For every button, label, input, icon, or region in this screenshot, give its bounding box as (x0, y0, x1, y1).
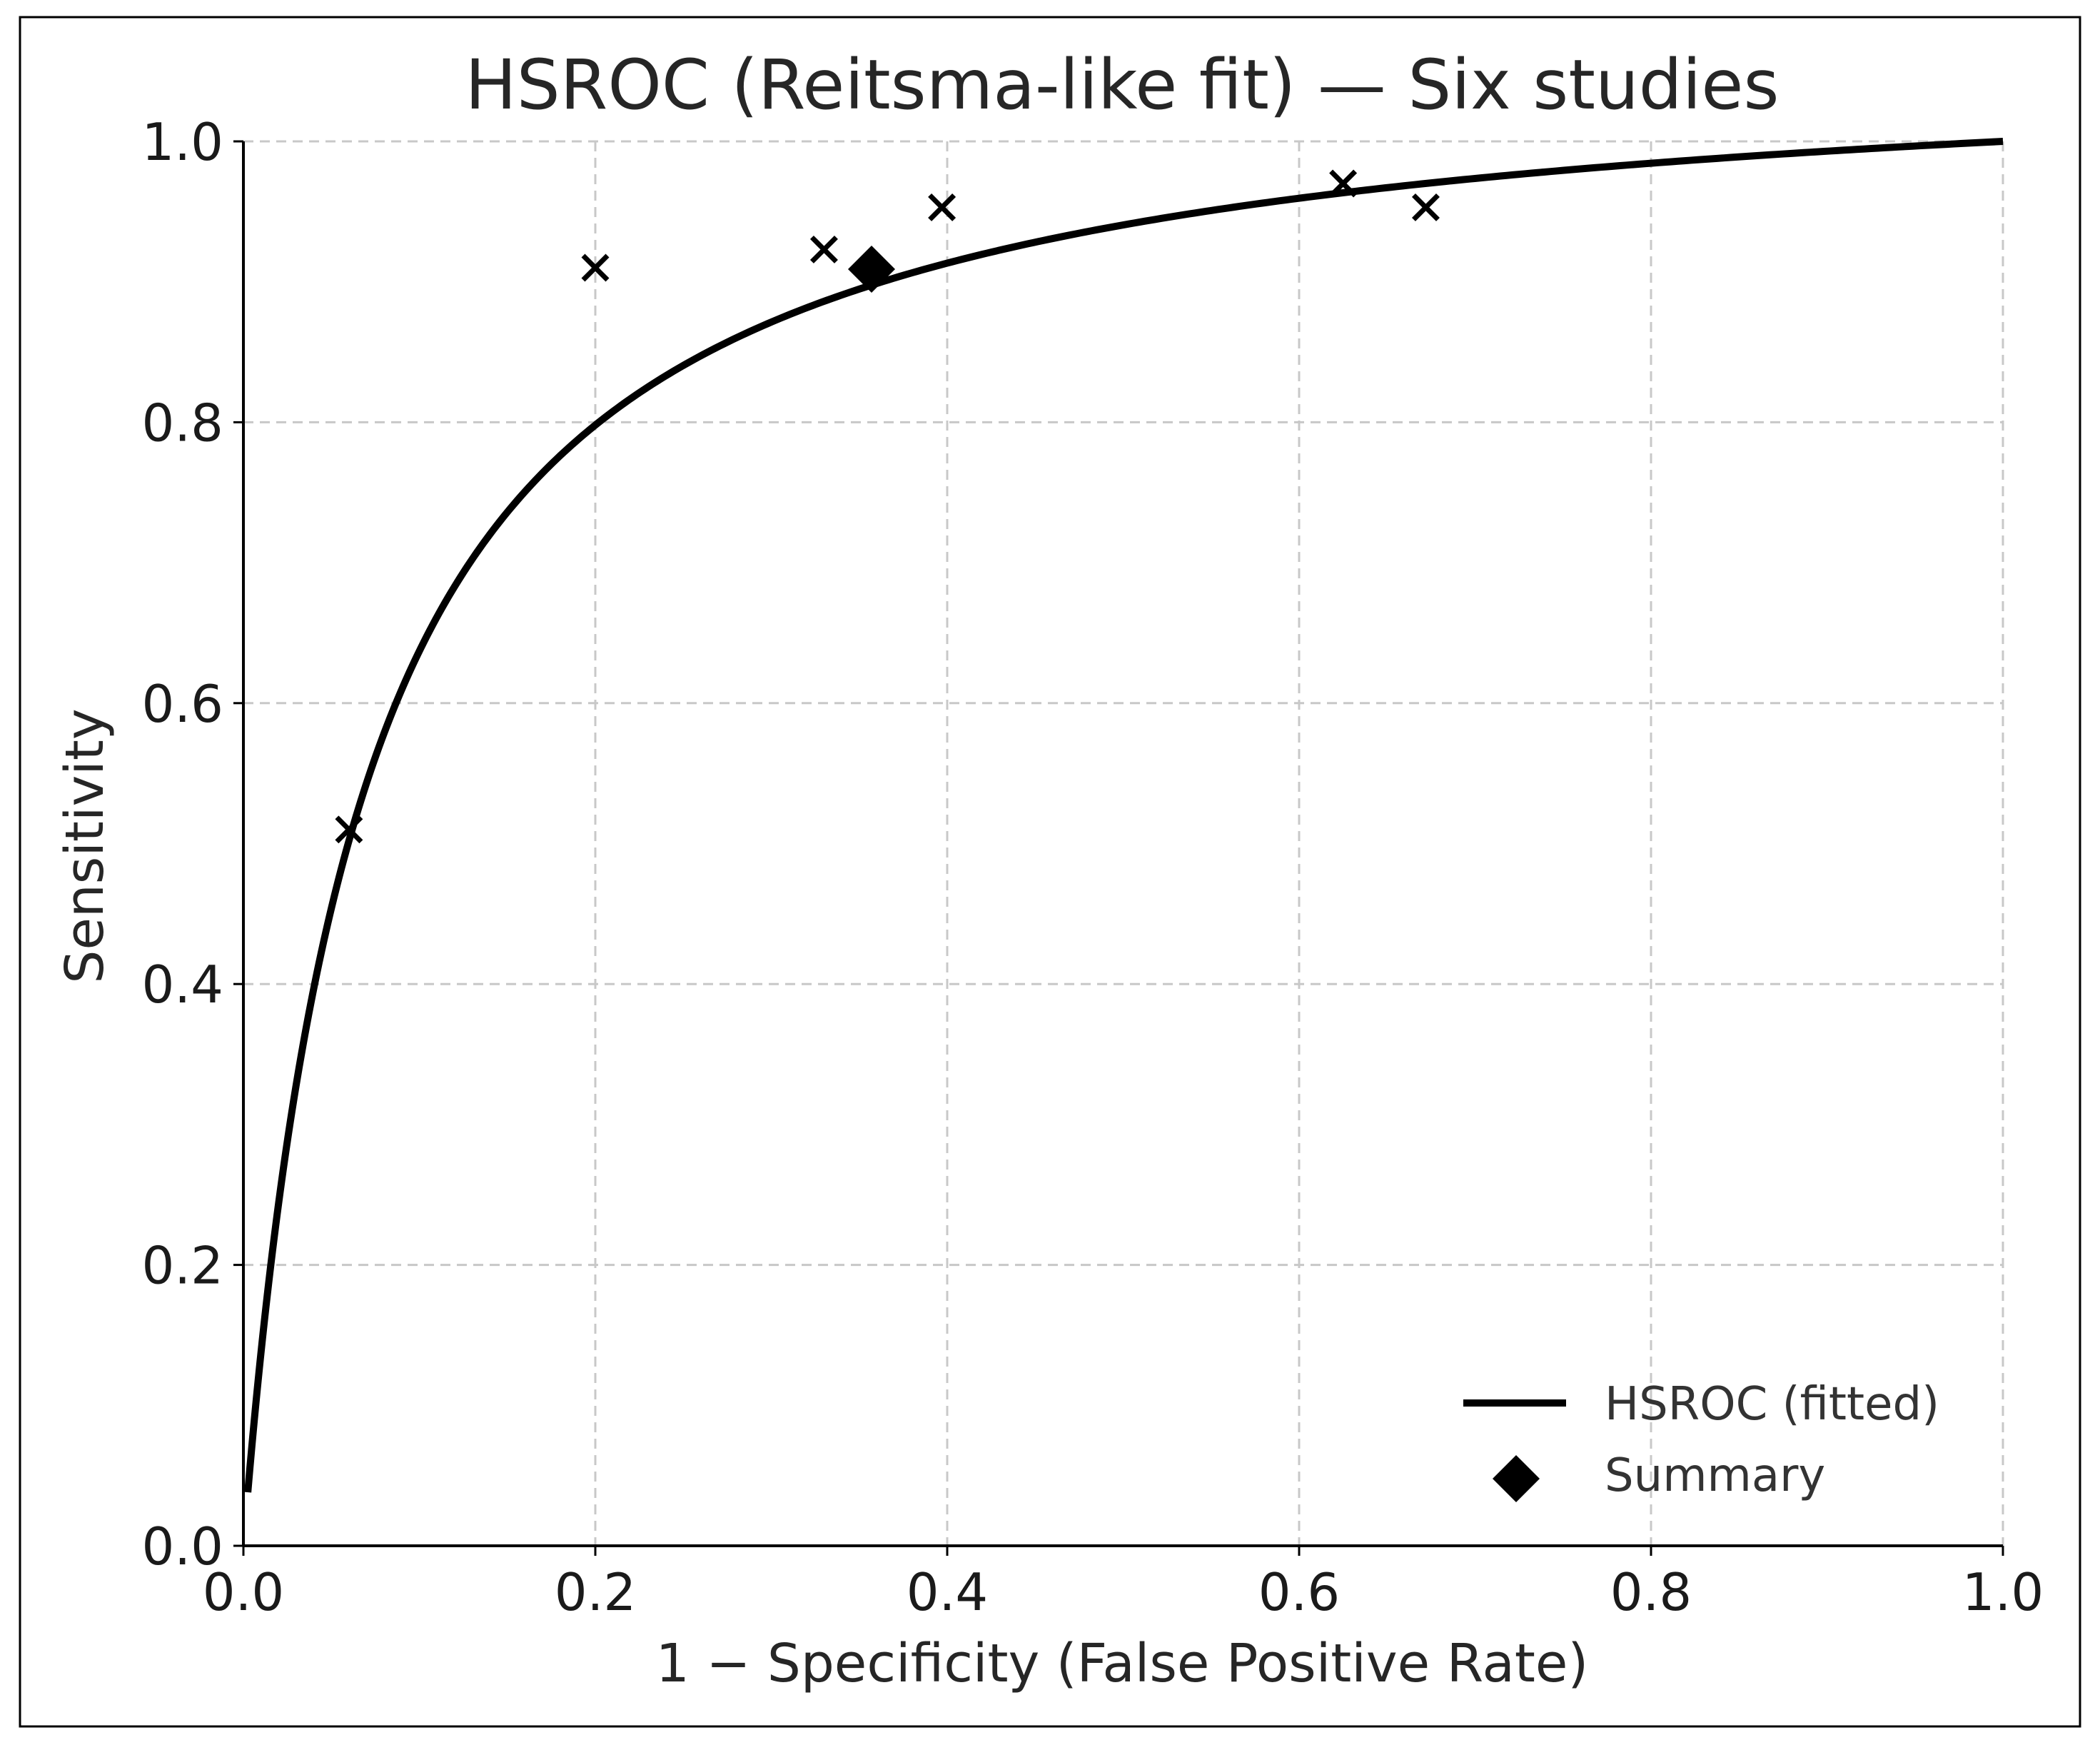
study-point-stroke (335, 815, 363, 844)
axes (233, 140, 2004, 1556)
study-point (1412, 193, 1440, 221)
study-point (809, 235, 838, 263)
legend: HSROC (fitted) Summary (1463, 1378, 1939, 1502)
x-tick-label: 0.0 (203, 1562, 285, 1622)
grid (242, 140, 2004, 1547)
study-point (928, 193, 956, 221)
summary-point (848, 245, 896, 293)
hsroc-fitted-curve (244, 138, 2006, 1495)
y-axis-label: Sensitivity (54, 708, 116, 983)
tick-labels: 0.0 0.2 0.4 0.6 0.8 1.0 0.0 0.2 0.4 0.6 0.8 1.0 (141, 112, 2044, 1622)
legend-label-summary: Summary (1605, 1449, 1825, 1502)
figure-border (19, 16, 2081, 1728)
x-tick-label: 0.4 (907, 1562, 989, 1622)
x-tick-label: 1.0 (1962, 1562, 2044, 1622)
y-tick-label: 0.0 (141, 1517, 223, 1576)
y-tick-label: 0.6 (141, 674, 223, 734)
study-point-stroke (581, 253, 610, 282)
y-tick-label: 0.2 (141, 1236, 223, 1296)
study-point (1329, 169, 1358, 198)
x-axis-label: 1 − Specificity (False Positive Rate) (656, 1633, 1589, 1694)
x-tick-label: 0.2 (555, 1562, 637, 1622)
legend-diamond-swatch (1493, 1455, 1540, 1502)
study-point-stroke (1329, 169, 1358, 198)
chart-title: HSROC (Reitsma-like fit) — Six studies (465, 45, 1780, 125)
y-tick-label: 0.8 (141, 393, 223, 453)
legend-label-hsroc: HSROC (fitted) (1605, 1378, 1939, 1431)
study-point (581, 253, 610, 282)
study-point-stroke (809, 235, 838, 263)
study-point-stroke (928, 193, 956, 221)
y-tick-label: 1.0 (141, 112, 223, 172)
x-tick-label: 0.8 (1610, 1562, 1692, 1622)
y-tick-label: 0.4 (141, 955, 223, 1015)
plot-area (244, 138, 2006, 1495)
x-tick-label: 0.6 (1258, 1562, 1341, 1622)
study-point (335, 815, 363, 844)
study-point-stroke (1412, 193, 1440, 221)
